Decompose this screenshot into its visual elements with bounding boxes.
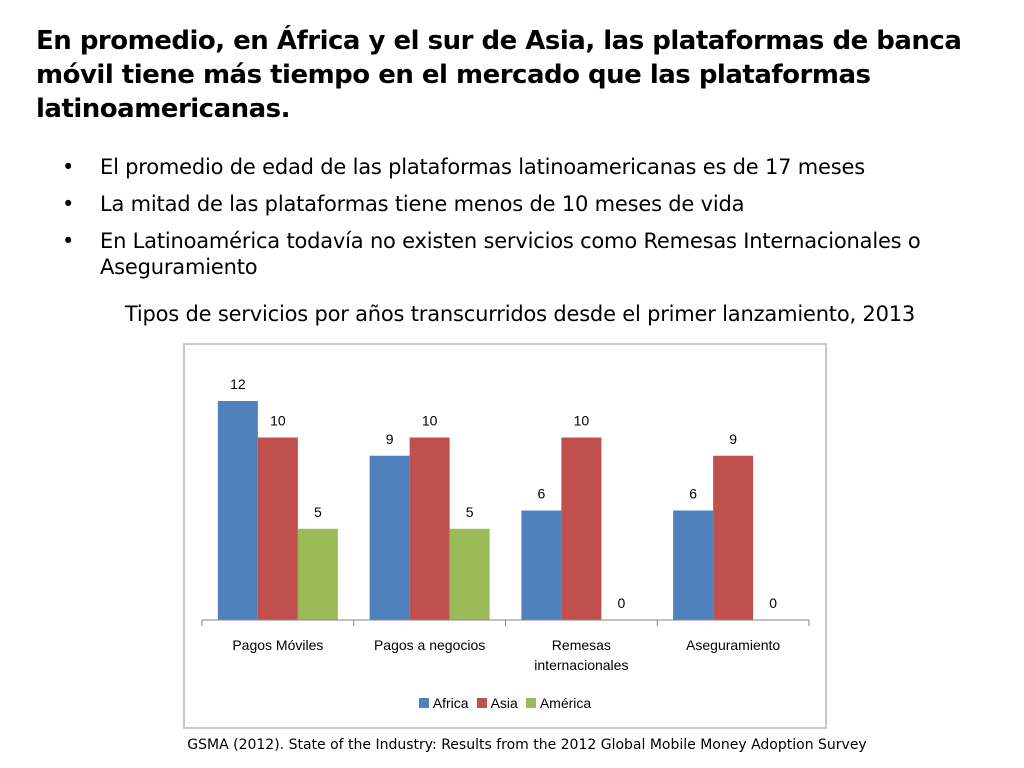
x-tick-label: Pagos Móviles [232,637,323,653]
bullet-symbol: • [62,192,75,216]
legend-swatch [525,698,536,708]
bullet-item: • En Latinoamérica todavía no existen se… [62,228,962,280]
data-label: 9 [729,431,737,447]
x-tick-label: Pagos a negocios [374,637,485,653]
bar-chart: 12 9 6 6 10 10 10 9 5 5 0 0 Pagos Móviles Pagos a neg… [201,376,810,673]
legend-label: América [539,695,592,711]
bar-amrica-0 [297,528,338,620]
data-label: 6 [537,486,545,502]
chart-frame: 12 9 6 6 10 10 10 9 5 5 0 0 Pagos Móviles Pagos a neg… [183,343,827,729]
bullet-text: El promedio de edad de las plataformas l… [100,155,865,179]
legend-item: América [525,695,592,711]
slide-title: En promedio, en África y el sur de Asia,… [36,26,962,124]
bar-asia-2 [561,437,602,620]
data-label: 5 [314,504,322,520]
x-tick-label: Aseguramiento [686,637,780,653]
source-citation: GSMA (2012). State of the Industry: Resu… [187,737,867,753]
legend-label: Africa [432,695,469,711]
bar-asia-1 [409,437,450,620]
bullet-item: • La mitad de las plataformas tiene meno… [62,191,962,217]
legend-swatch [476,698,487,708]
chart-title: Tipos de servicios por años transcurrido… [124,302,916,326]
bullet-text: La mitad de las plataformas tiene menos … [100,192,745,216]
legend-item: Africa [418,695,469,711]
data-label: 10 [574,413,590,429]
legend-swatch [418,698,429,708]
bar-africa-0 [217,401,258,620]
bar-amrica-1 [449,528,490,620]
bullet-text: En Latinoamérica todavía no existen serv… [100,229,921,279]
data-label: 10 [270,413,286,429]
legend-item: Asia [476,695,518,711]
x-tick-label: internacionales [534,657,628,673]
bullet-item: • El promedio de edad de las plataformas… [62,154,962,180]
data-label: 0 [769,595,777,611]
bullet-symbol: • [62,229,75,253]
data-label: 10 [422,413,438,429]
bullet-list: • El promedio de edad de las plataformas… [62,154,962,291]
bullet-symbol: • [62,155,75,179]
legend-label: Asia [490,695,518,711]
data-label: 0 [617,595,625,611]
bar-asia-0 [257,437,298,620]
data-label: 9 [386,431,394,447]
data-label: 12 [230,376,246,392]
data-label: 6 [689,486,697,502]
x-tick-label: Remesas [552,637,611,653]
bar-asia-3 [713,455,754,620]
chart-legend: Africa Asia América [185,695,825,711]
data-label: 5 [466,504,474,520]
bar-africa-3 [673,510,714,620]
bar-africa-1 [369,455,410,620]
bar-africa-2 [521,510,562,620]
